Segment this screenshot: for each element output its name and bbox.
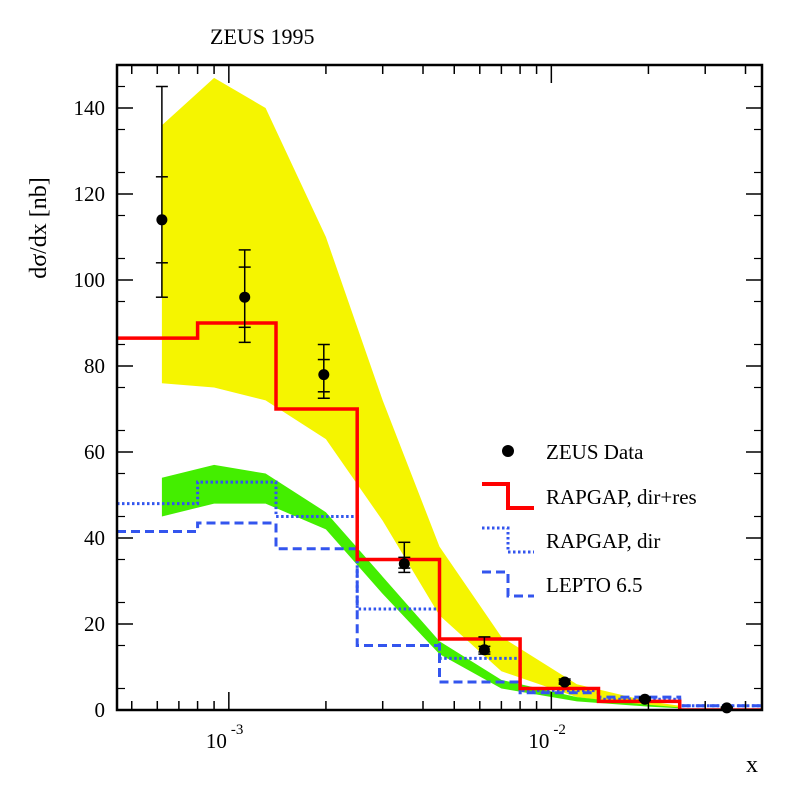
- data-marker: [639, 693, 651, 705]
- legend-label: LEPTO 6.5: [546, 573, 642, 597]
- x-tick-label-base: 10: [528, 729, 549, 753]
- data-point: [558, 676, 571, 688]
- rapgap-dir-res-line: [117, 321, 762, 710]
- legend-item: ZEUS Data: [502, 440, 644, 464]
- legend-label: ZEUS Data: [546, 440, 644, 464]
- y-tick-label: 20: [84, 612, 105, 636]
- legend-marker: [502, 445, 514, 457]
- data-marker: [398, 558, 410, 570]
- data-point: [398, 541, 411, 574]
- data-point: [155, 85, 168, 298]
- legend-line: [482, 482, 534, 510]
- zeus-data-points: [155, 85, 733, 714]
- yellow-band: [161, 77, 680, 708]
- x-tick-label-exponent: -2: [553, 722, 566, 738]
- y-tick-label: 100: [74, 268, 106, 292]
- y-tick-label: 140: [74, 96, 106, 120]
- legend-item: RAPGAP, dir+res: [482, 482, 697, 510]
- legend-item: RAPGAP, dir: [482, 526, 660, 554]
- x-tick-label-base: 10: [206, 729, 227, 753]
- uncertainty-bands: [161, 77, 680, 709]
- legend-line: [482, 570, 534, 598]
- legend-line: [482, 526, 534, 554]
- legend-label: RAPGAP, dir+res: [546, 485, 697, 509]
- data-point: [638, 693, 651, 705]
- data-marker: [478, 644, 490, 656]
- y-axis-label: dσ/dx [nb]: [26, 177, 52, 279]
- data-marker: [559, 676, 571, 688]
- data-marker: [318, 369, 330, 381]
- chart-title: ZEUS 1995: [210, 24, 315, 49]
- data-marker: [239, 291, 251, 303]
- y-tick-label: 120: [74, 182, 106, 206]
- data-point: [720, 702, 733, 714]
- data-point: [317, 343, 330, 399]
- data-point: [238, 249, 251, 344]
- y-tick-label: 80: [84, 354, 105, 378]
- x-tick-label-exponent: -3: [231, 722, 244, 738]
- legend: ZEUS Data RAPGAP, dir+res RAPGAP, dir LEPTO…: [482, 440, 697, 598]
- y-tick-label: 60: [84, 440, 105, 464]
- x-axis-label: x: [746, 752, 758, 778]
- legend-label: RAPGAP, dir: [546, 529, 660, 553]
- legend-item: LEPTO 6.5: [482, 570, 642, 598]
- y-tick-label: 40: [84, 526, 105, 550]
- y-tick-label: 0: [95, 698, 106, 722]
- data-marker: [156, 214, 168, 226]
- green-band: [161, 464, 680, 709]
- data-point: [478, 636, 491, 656]
- data-marker: [721, 702, 733, 714]
